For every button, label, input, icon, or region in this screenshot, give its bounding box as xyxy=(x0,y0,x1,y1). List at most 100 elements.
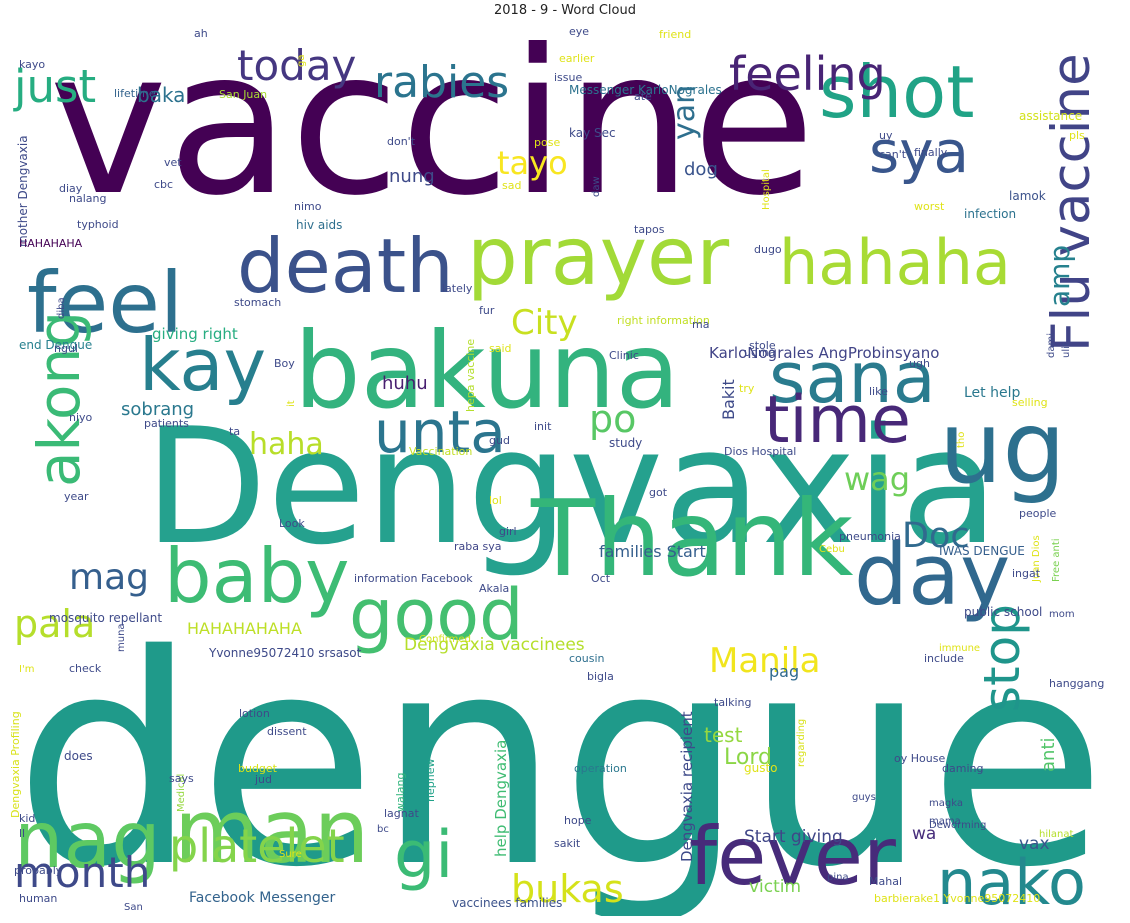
word: dugo xyxy=(754,243,782,256)
word: stole xyxy=(749,339,776,352)
word: cousin xyxy=(569,652,605,665)
word: Yvonne95072410 srsasot xyxy=(208,646,362,660)
word: daw xyxy=(591,176,602,197)
word: assistance xyxy=(1019,109,1082,123)
word: typhoid xyxy=(77,218,119,231)
word: KarloNograles AngProbinsyano xyxy=(709,344,939,362)
word: time xyxy=(764,383,911,458)
word: families Start xyxy=(599,542,706,561)
word: barbierake1 Yvonne95072410 xyxy=(874,892,1040,905)
word: girl xyxy=(499,525,517,538)
word: cbc xyxy=(154,178,173,191)
word: today xyxy=(237,41,356,90)
word: sana xyxy=(769,337,936,419)
word: feeling xyxy=(729,47,886,101)
word: Confirmed xyxy=(419,634,471,645)
word: pneumonia xyxy=(839,530,901,543)
word: City xyxy=(511,303,578,343)
word: human xyxy=(19,892,57,905)
word: eye xyxy=(569,25,589,38)
word: unta xyxy=(374,398,506,466)
word: month xyxy=(14,848,150,897)
word: Medical xyxy=(176,774,187,812)
word: HAHAHAHAHA xyxy=(187,619,302,638)
word: nung xyxy=(389,166,435,187)
word: nag xyxy=(14,796,161,886)
word: ugma xyxy=(744,346,775,359)
word: shot xyxy=(819,50,974,134)
word: ah xyxy=(194,27,208,40)
word: finally xyxy=(914,146,948,159)
word: baka xyxy=(137,83,185,107)
word: raba sya xyxy=(454,540,501,553)
word: Hospital xyxy=(761,169,772,210)
word: sakit xyxy=(554,837,581,850)
word: hahaha xyxy=(779,226,1011,299)
word: guys xyxy=(852,792,876,803)
word: Look xyxy=(279,517,305,530)
word: budget xyxy=(238,762,278,775)
word: right information xyxy=(617,314,710,327)
word: kay Sec xyxy=(569,126,616,140)
word: Mahal xyxy=(869,875,902,888)
word: po xyxy=(589,397,636,441)
word: kayo xyxy=(19,58,45,71)
word: ta xyxy=(229,425,240,438)
word: public school xyxy=(964,605,1042,619)
word: Dengvaxia Profiling xyxy=(9,711,22,818)
word: probably xyxy=(14,864,63,877)
word: selling xyxy=(1012,396,1048,409)
word: niyo xyxy=(69,411,93,424)
word: mama xyxy=(929,816,961,827)
word: San Juan xyxy=(219,88,267,101)
word: test xyxy=(704,723,743,747)
word: Lord xyxy=(724,745,772,770)
word: Vaccination xyxy=(409,445,472,458)
word: pina xyxy=(827,872,849,883)
word: says xyxy=(169,772,194,785)
word: ingat xyxy=(1012,567,1041,580)
word: pls xyxy=(1069,129,1085,142)
word: operation xyxy=(574,762,627,775)
word: information Facebook xyxy=(354,572,473,585)
word: lotion xyxy=(239,707,270,720)
word: mosquito repellant xyxy=(49,611,162,625)
word: tho xyxy=(956,432,967,448)
word: Dengvaxia vaccinees xyxy=(404,635,585,655)
word: fur xyxy=(479,304,495,317)
word: sad xyxy=(502,179,521,192)
word: platelet xyxy=(169,819,345,873)
word: vet xyxy=(164,156,182,169)
word: Thank xyxy=(530,478,854,600)
word: yan xyxy=(667,85,702,140)
word: ugh xyxy=(909,357,930,370)
word: nephew xyxy=(424,759,437,802)
word: regarding xyxy=(796,719,807,767)
word: sya xyxy=(869,118,969,186)
word: wa xyxy=(912,824,936,844)
word: gud xyxy=(489,434,510,447)
word: HAHAHAHA xyxy=(19,237,83,250)
word: mother Dengvaxia xyxy=(16,135,30,247)
word: lamok xyxy=(1009,189,1046,203)
word: Let help xyxy=(964,385,1020,401)
word: gi xyxy=(394,818,453,893)
word: it xyxy=(286,400,297,407)
word: dog xyxy=(684,159,718,180)
word: stop xyxy=(973,604,1031,712)
word: earlier xyxy=(559,52,595,65)
word: lately xyxy=(442,282,473,295)
word: hope xyxy=(564,814,592,827)
word: haha xyxy=(249,427,324,462)
word: kid xyxy=(19,812,35,825)
word: daming xyxy=(942,762,983,775)
word: dengue xyxy=(14,594,1107,916)
word: death xyxy=(237,222,454,310)
word: Akala xyxy=(479,582,509,595)
word: issue xyxy=(554,71,582,84)
word: Doc xyxy=(902,516,970,556)
word: pag xyxy=(769,662,799,681)
word: don't xyxy=(387,135,416,148)
word: Messenger KarloNograles xyxy=(569,83,722,97)
word: Facebook Messenger xyxy=(189,890,335,906)
